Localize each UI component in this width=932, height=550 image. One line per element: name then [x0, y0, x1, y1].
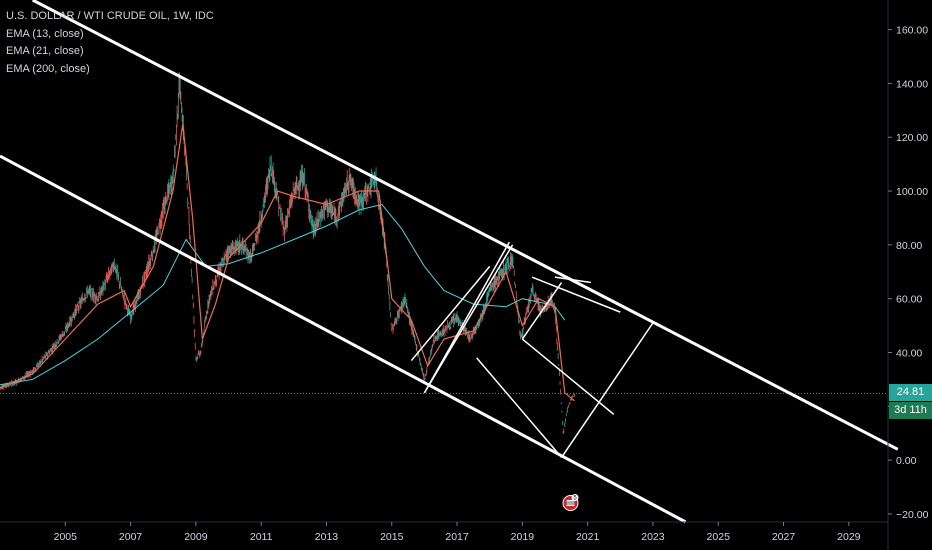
bar-countdown-badge: 3d 11h	[889, 402, 932, 420]
x-tick-label-9: 2023	[641, 531, 665, 543]
earnings-event-icon[interactable]: 5	[562, 494, 579, 511]
y-tick-label-4: 80.00	[896, 240, 922, 252]
trend-line-8[interactable]	[476, 357, 563, 458]
x-tick-label-1: 2007	[119, 531, 143, 543]
symbol-title[interactable]: U.S. DOLLAR / WTI CRUDE OIL, 1W, IDC	[6, 10, 214, 22]
trend-line-9[interactable]	[531, 276, 621, 313]
trend-line-10[interactable]	[554, 276, 592, 284]
indicator-ema-13[interactable]: EMA (13, close)	[6, 27, 84, 40]
x-tick-label-11: 2027	[772, 531, 796, 543]
y-tick-label-8: 0.00	[896, 455, 917, 467]
x-tick-label-5: 2015	[380, 531, 404, 543]
x-tick-label-2: 2009	[184, 531, 208, 543]
chart-legend: U.S. DOLLAR / WTI CRUDE OIL, 1W, IDC EMA…	[6, 8, 214, 78]
y-tick-label-0: 160.00	[896, 25, 928, 37]
y-tick-label-9: −20.00	[896, 509, 929, 521]
x-tick-label-12: 2029	[837, 531, 861, 543]
x-tick-label-0: 2005	[54, 531, 78, 543]
ema-13-line	[0, 123, 575, 402]
x-tick-label-7: 2019	[511, 531, 535, 543]
trend-line-6[interactable]	[521, 338, 615, 415]
y-tick-label-3: 100.00	[896, 186, 928, 198]
indicator-ema-200[interactable]: EMA (200, close)	[6, 62, 90, 75]
y-tick-label-6: 40.00	[896, 347, 922, 359]
trend-line-4[interactable]	[410, 265, 491, 362]
y-tick-label-5: 60.00	[896, 294, 922, 306]
time-axis[interactable]: 2005 2007 2009 2011 2013 2015 2017 2019 2021 2023…	[54, 522, 861, 543]
trend-line-1[interactable]	[0, 154, 687, 524]
x-tick-label-4: 2013	[315, 531, 339, 543]
x-tick-label-6: 2017	[445, 531, 469, 543]
trend-line-0[interactable]	[31, 0, 899, 451]
event-count: 5	[573, 496, 577, 502]
x-tick-label-8: 2021	[576, 531, 600, 543]
x-tick-label-10: 2025	[707, 531, 731, 543]
last-price-badge: 24.81	[889, 384, 932, 402]
x-tick-label-3: 2011	[250, 531, 273, 543]
trend-line-7[interactable]	[560, 322, 654, 458]
trend-line-3[interactable]	[423, 244, 514, 394]
indicator-ema-21[interactable]: EMA (21, close)	[6, 45, 84, 57]
y-tick-label-2: 120.00	[896, 132, 928, 144]
ema-200-line	[0, 203, 566, 386]
trend-line-5[interactable]	[521, 282, 563, 340]
y-tick-label-1: 140.00	[896, 78, 928, 90]
